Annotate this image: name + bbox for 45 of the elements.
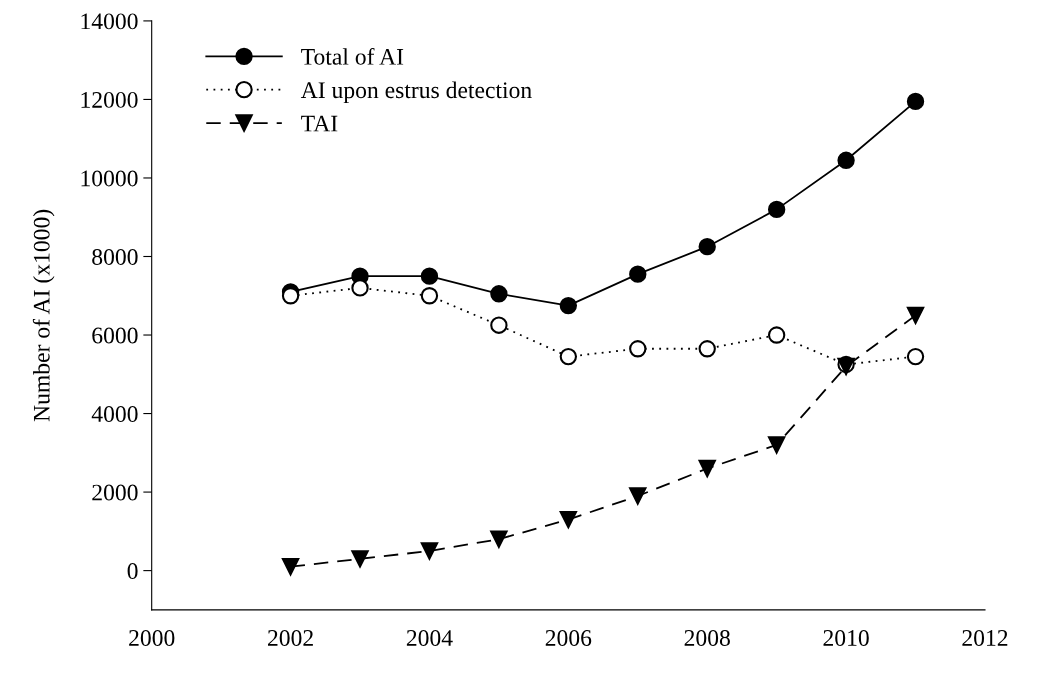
x-tick-label: 2008 xyxy=(684,630,730,646)
x-tick-label: 2010 xyxy=(823,630,869,646)
point xyxy=(767,200,786,219)
point xyxy=(559,347,578,366)
point xyxy=(490,285,508,303)
legend-label: Total of AI xyxy=(301,47,404,65)
point xyxy=(629,340,647,358)
point xyxy=(490,316,508,334)
y-axis-title: Number of AI (x1000) xyxy=(32,209,55,422)
point xyxy=(420,267,439,285)
y-tick-label: 4000 xyxy=(91,406,138,422)
y-tick-label: 10000 xyxy=(81,170,138,187)
point xyxy=(698,340,716,358)
y-tick-label: 8000 xyxy=(92,248,138,265)
x-tick-label: 2012 xyxy=(962,630,1008,646)
y-tick-label: 14000 xyxy=(81,13,138,30)
point xyxy=(698,459,716,478)
point xyxy=(559,510,578,529)
x-tick-label: 2000 xyxy=(129,630,175,646)
point xyxy=(698,238,716,256)
point xyxy=(351,550,369,568)
point xyxy=(281,558,300,576)
point xyxy=(490,530,508,548)
y-tick-label: 0 xyxy=(127,563,138,580)
point xyxy=(767,436,786,454)
point xyxy=(767,326,786,344)
point xyxy=(629,487,647,505)
point xyxy=(837,151,855,169)
x-tick-label: 2006 xyxy=(545,630,592,646)
x-tick-label: 2002 xyxy=(268,630,313,646)
legend-label: TAI xyxy=(301,115,338,132)
point xyxy=(281,287,300,305)
point xyxy=(420,542,439,560)
point xyxy=(351,279,369,297)
point xyxy=(906,306,925,325)
x-tick-label: 2004 xyxy=(406,630,453,646)
y-tick-label: 12000 xyxy=(81,91,138,108)
point xyxy=(629,265,647,283)
legend-label: AI upon estrus detection xyxy=(300,81,532,103)
point xyxy=(420,287,439,305)
y-tick-label: 2000 xyxy=(92,484,138,501)
point xyxy=(906,92,925,111)
point xyxy=(906,347,925,366)
point xyxy=(559,296,578,315)
y-tick-label: 6000 xyxy=(92,327,138,344)
